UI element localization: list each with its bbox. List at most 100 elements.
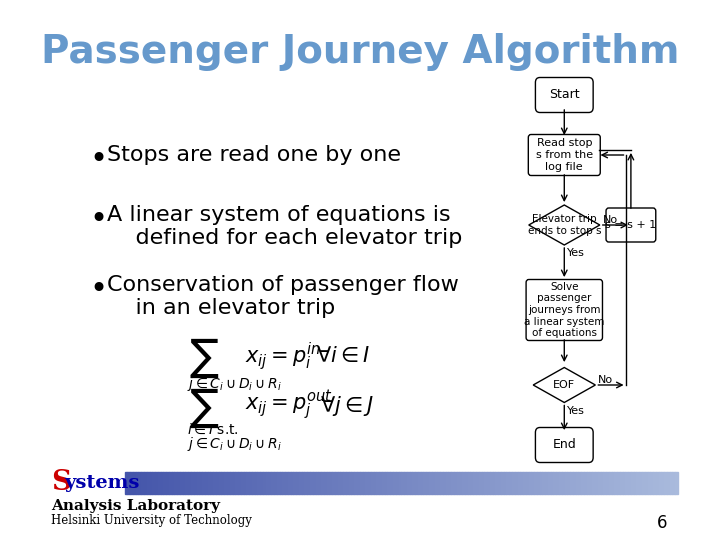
Bar	[243, 472, 246, 494]
Bar	[557, 472, 559, 494]
Text: •: •	[89, 205, 107, 234]
Bar	[521, 472, 523, 494]
Bar	[443, 472, 446, 494]
Bar	[346, 472, 348, 494]
Bar	[258, 472, 260, 494]
Bar	[327, 472, 329, 494]
Bar	[415, 472, 418, 494]
Bar	[155, 472, 158, 494]
Bar	[636, 472, 639, 494]
Bar	[279, 472, 282, 494]
Bar	[260, 472, 263, 494]
Bar	[437, 472, 440, 494]
Text: Read stop
s from the
log file: Read stop s from the log file	[536, 138, 593, 172]
Text: Yes: Yes	[567, 406, 585, 415]
Bar	[440, 472, 443, 494]
Bar	[434, 472, 437, 494]
Bar	[133, 472, 135, 494]
Bar	[492, 472, 495, 494]
Bar	[449, 472, 451, 494]
Bar	[296, 472, 299, 494]
Bar	[628, 472, 631, 494]
Bar	[620, 472, 623, 494]
Bar	[573, 472, 575, 494]
Bar	[387, 472, 390, 494]
Text: $x_{ij} = p_i^{in}$: $x_{ij} = p_i^{in}$	[245, 340, 320, 372]
Bar	[374, 472, 377, 494]
Bar	[590, 472, 593, 494]
Bar	[420, 472, 423, 494]
Bar	[554, 472, 557, 494]
Bar	[429, 472, 432, 494]
Bar	[199, 472, 202, 494]
Bar	[210, 472, 213, 494]
Bar	[171, 472, 174, 494]
Bar	[276, 472, 279, 494]
Bar	[310, 472, 312, 494]
Bar	[216, 472, 219, 494]
Bar	[341, 472, 343, 494]
Bar	[191, 472, 194, 494]
Bar	[227, 472, 230, 494]
Bar	[537, 472, 539, 494]
Bar	[542, 472, 545, 494]
Bar	[567, 472, 570, 494]
Bar	[240, 472, 243, 494]
Bar	[631, 472, 634, 494]
Bar	[614, 472, 617, 494]
Bar	[329, 472, 332, 494]
Bar	[609, 472, 611, 494]
Bar	[288, 472, 291, 494]
Bar	[545, 472, 548, 494]
Bar	[318, 472, 321, 494]
Bar	[150, 472, 153, 494]
Bar	[183, 472, 186, 494]
Bar	[523, 472, 526, 494]
FancyBboxPatch shape	[526, 280, 603, 341]
Text: Yes: Yes	[567, 248, 585, 258]
Bar	[222, 472, 224, 494]
Bar	[379, 472, 382, 494]
Bar	[647, 472, 650, 494]
Polygon shape	[528, 205, 600, 245]
Bar	[528, 472, 531, 494]
Bar	[393, 472, 396, 494]
Bar	[158, 472, 161, 494]
Bar	[600, 472, 603, 494]
Bar	[667, 472, 670, 494]
Bar	[598, 472, 600, 494]
Bar	[282, 472, 285, 494]
Text: Start: Start	[549, 89, 580, 102]
Bar	[153, 472, 155, 494]
Bar	[188, 472, 191, 494]
Bar	[459, 472, 462, 494]
Bar	[348, 472, 351, 494]
Bar	[390, 472, 393, 494]
Text: S: S	[51, 469, 71, 496]
Bar	[396, 472, 399, 494]
Bar	[194, 472, 197, 494]
Text: $\sum$: $\sum$	[189, 387, 220, 430]
Bar	[363, 472, 365, 494]
Bar	[401, 472, 404, 494]
Bar	[548, 472, 551, 494]
Bar	[512, 472, 515, 494]
Bar	[224, 472, 227, 494]
Bar	[365, 472, 368, 494]
Bar	[377, 472, 379, 494]
Bar	[293, 472, 296, 494]
Bar	[462, 472, 465, 494]
Bar	[299, 472, 302, 494]
Bar	[473, 472, 476, 494]
Bar	[551, 472, 554, 494]
Bar	[564, 472, 567, 494]
Bar	[291, 472, 293, 494]
Text: s = s + 1: s = s + 1	[606, 220, 657, 230]
Bar	[238, 472, 240, 494]
Text: •: •	[89, 275, 107, 304]
Bar	[526, 472, 528, 494]
Text: $i \in I$ s.t.: $i \in I$ s.t.	[186, 423, 238, 437]
Bar	[255, 472, 258, 494]
Bar	[213, 472, 216, 494]
Bar	[141, 472, 144, 494]
